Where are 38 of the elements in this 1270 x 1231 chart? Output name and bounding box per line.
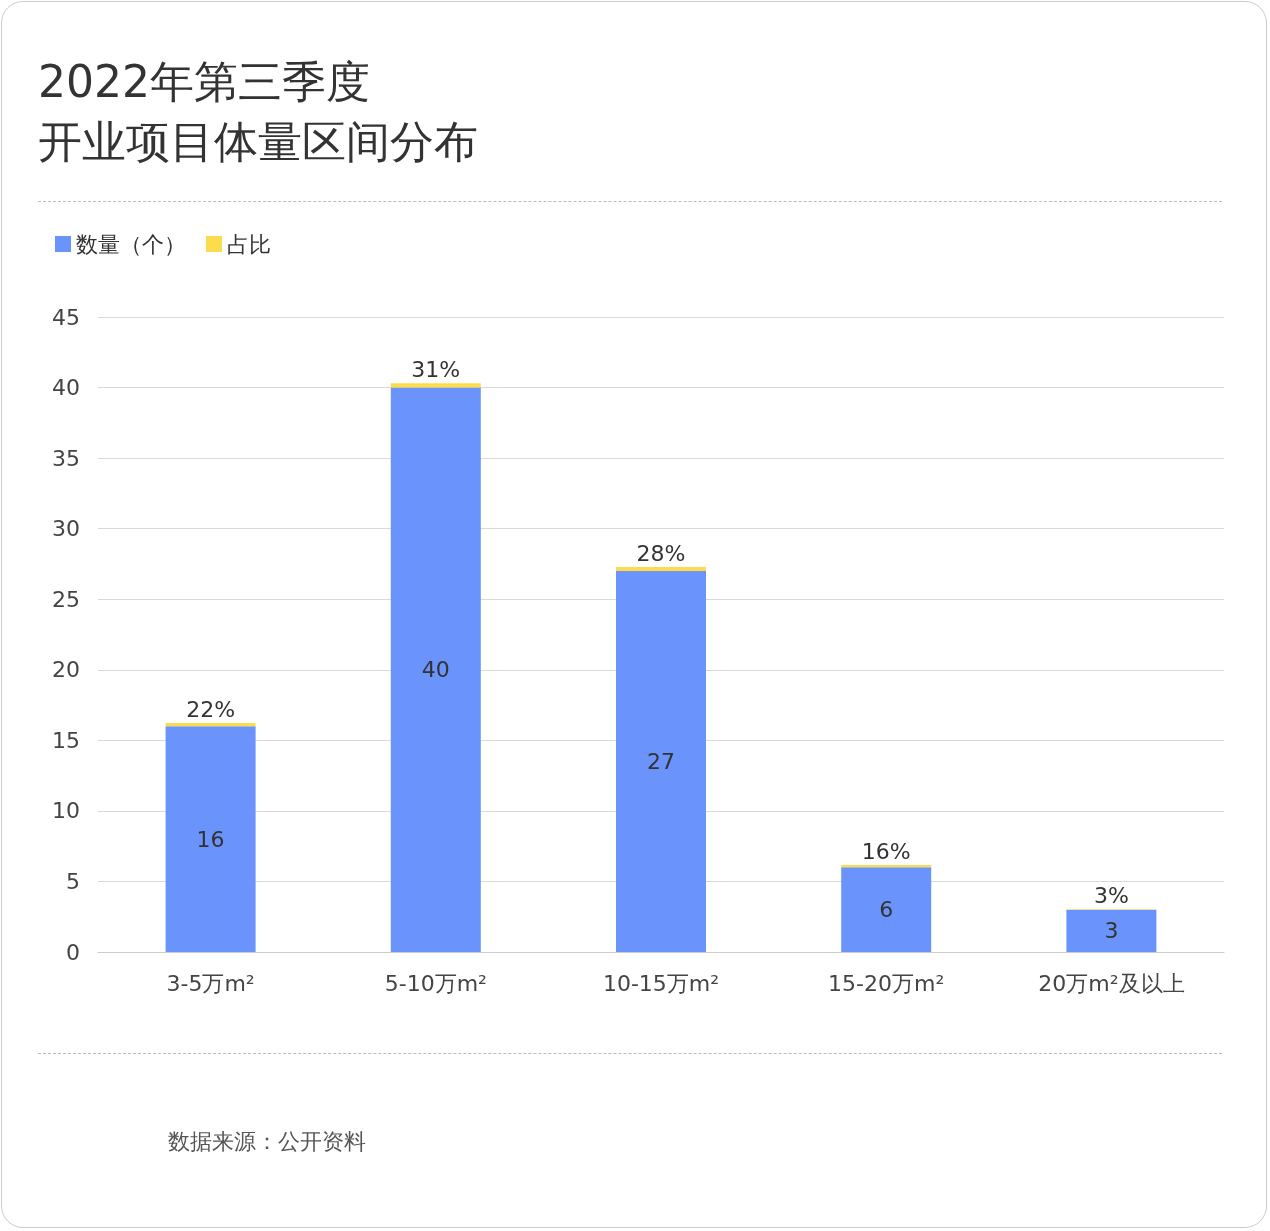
y-tick-label: 30 (52, 516, 80, 542)
data-label: 16% (861, 838, 911, 864)
bar (390, 387, 481, 952)
y-tick-label: 40 (52, 375, 80, 401)
bar (841, 867, 932, 952)
x-tick-label: 5-10万m² (384, 970, 487, 996)
x-tick-label: 20万m²及以上 (1038, 970, 1185, 996)
bar (1066, 909, 1157, 952)
y-tick-label: 0 (66, 939, 80, 965)
bar (165, 726, 256, 952)
bar (165, 723, 256, 727)
data-label: 3% (1093, 882, 1129, 908)
bar (616, 571, 706, 952)
chart-subtitle: 开业项目体量区间分布 (38, 116, 478, 167)
data-label: 16 (196, 826, 225, 852)
y-tick-label: 45 (52, 304, 80, 330)
y-tick-label: 5 (66, 868, 80, 894)
x-tick-label: 3-5万m² (166, 970, 255, 996)
data-label: 27 (647, 749, 675, 774)
data-label: 22% (186, 696, 236, 722)
data-label: 6 (879, 897, 894, 923)
data-label: 31% (411, 356, 461, 382)
data-label: 3 (1104, 918, 1119, 944)
y-tick-label: 20 (52, 657, 80, 683)
bar (390, 383, 481, 388)
data-label: 28% (636, 540, 686, 566)
source-note: 数据来源：公开资料 (168, 1128, 366, 1156)
legend-label: 数量（个） (76, 231, 186, 257)
x-tick-label: 15-20万m² (828, 970, 945, 996)
y-tick-label: 25 (52, 586, 80, 612)
y-tick-label: 10 (52, 798, 80, 824)
data-label: 40 (421, 657, 450, 683)
bar (616, 567, 706, 571)
y-tick-label: 15 (52, 727, 80, 753)
chart-title: 2022年第三季度 (38, 56, 370, 107)
x-tick-label: 10-15万m² (602, 970, 720, 996)
y-tick-label: 35 (52, 445, 80, 471)
legend-label: 占比 (227, 231, 271, 257)
